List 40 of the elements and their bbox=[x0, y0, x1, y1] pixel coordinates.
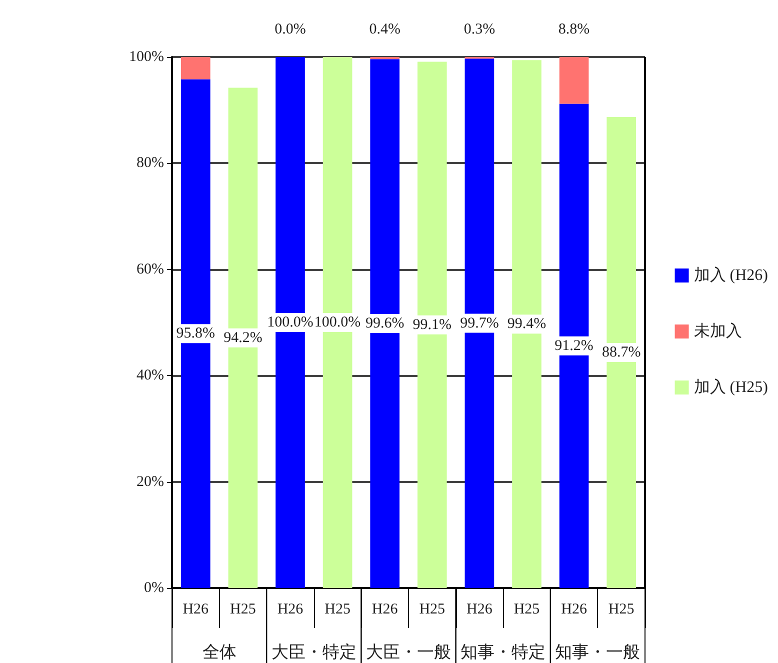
x-tick-label: H26 bbox=[277, 602, 304, 618]
x-tick-label: H25 bbox=[608, 602, 634, 618]
data-label: 88.7% bbox=[602, 344, 641, 360]
x-tick-label: H26 bbox=[182, 602, 210, 618]
x-tick-label: H25 bbox=[514, 602, 540, 618]
data-label: 0.3% bbox=[464, 22, 496, 38]
text: 知事・特定 bbox=[460, 642, 546, 662]
y-tick-label: 0% bbox=[144, 580, 164, 596]
data-label: 94.2% bbox=[224, 330, 262, 346]
x-tick-label: H26 bbox=[466, 602, 493, 618]
data-label: 8.8% bbox=[558, 22, 590, 38]
x-tick-label: H26 bbox=[561, 602, 588, 618]
legend-label: 加入 (H25) bbox=[694, 378, 768, 396]
data-label: 99.7% bbox=[460, 315, 499, 332]
data-label: 99.1% bbox=[412, 316, 452, 333]
y-tick-label: 20% bbox=[136, 474, 164, 490]
y-tick-label: 80% bbox=[136, 155, 164, 172]
text: 知事・一般 bbox=[555, 642, 640, 662]
x-tick-label: H26 bbox=[372, 602, 398, 618]
text: 大臣・一般 bbox=[366, 642, 451, 662]
data-label: 99.6% bbox=[365, 316, 404, 332]
x-tick-label: H25 bbox=[419, 602, 446, 618]
data-label: 0.4% bbox=[369, 22, 400, 38]
data-label: 99.4% bbox=[507, 316, 546, 332]
legend-label: 加入 (H26) bbox=[694, 266, 768, 284]
y-tick-label: 40% bbox=[136, 368, 164, 384]
legend-label: 未加入 bbox=[694, 322, 742, 340]
bar bbox=[180, 57, 210, 80]
data-label: 100.0% bbox=[314, 314, 361, 330]
text: 全体 bbox=[202, 642, 236, 662]
y-tick-label: 60% bbox=[136, 261, 164, 278]
x-tick-label: H25 bbox=[230, 602, 256, 618]
bar bbox=[559, 57, 589, 104]
text: 大臣・特定 bbox=[271, 642, 356, 662]
y-tick-label: 100% bbox=[129, 49, 164, 65]
data-label: 0.0% bbox=[274, 22, 306, 38]
data-label: 95.8% bbox=[176, 326, 216, 342]
x-tick-label: H25 bbox=[324, 602, 350, 618]
data-label: 100.0% bbox=[267, 314, 314, 330]
data-label: 91.2% bbox=[554, 338, 594, 354]
